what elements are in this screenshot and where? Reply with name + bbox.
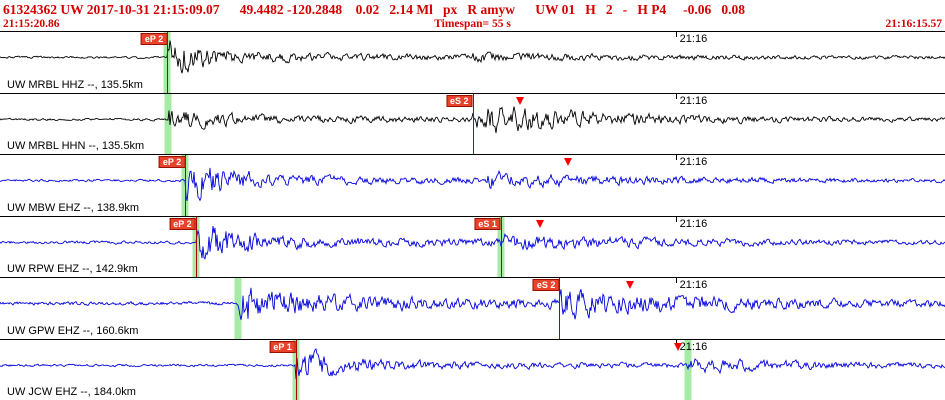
theoretical-arrival-marker[interactable] bbox=[515, 96, 524, 105]
station-label: UW MRBL HHZ --, 135.5km bbox=[7, 78, 143, 91]
pick-line bbox=[500, 216, 502, 277]
time-window-bar: 21:15:20.86 Timespan= 55 s 21:16:15.57 bbox=[0, 18, 945, 31]
station-label: UW RPW EHZ --, 142.9km bbox=[7, 263, 138, 275]
trace-row[interactable]: 21:16 UW MBW EHZ --, 138.9km eP 2 bbox=[0, 155, 945, 217]
time-label: 21:16 bbox=[679, 156, 708, 168]
pick-line bbox=[472, 93, 474, 154]
minute-tick bbox=[675, 32, 677, 37]
window-end-time: 21:16:15.57 bbox=[885, 18, 942, 30]
theoretical-arrival-marker[interactable] bbox=[626, 281, 635, 289]
phase-pick-flag[interactable]: eP 1 bbox=[269, 340, 296, 353]
pick-line bbox=[195, 216, 197, 277]
trace-row[interactable]: 21:16 UW MRBL HHN --, 135.5km eS 2 bbox=[0, 93, 945, 155]
time-label: 21:16 bbox=[679, 94, 708, 107]
theoretical-arrival-marker[interactable] bbox=[535, 219, 544, 228]
time-label: 21:16 bbox=[679, 217, 708, 230]
station-label: UW MBW EHZ --, 138.9km bbox=[7, 201, 140, 214]
minute-tick bbox=[675, 278, 677, 283]
window-start-time: 21:15:20.86 bbox=[3, 18, 60, 30]
timespan-label: Timespan= 55 s bbox=[434, 18, 511, 30]
event-header: 61324362 UW 2017-10-31 21:15:09.07 49.44… bbox=[3, 2, 745, 17]
trace-area: 21:16 UW MRBL HHZ --, 135.5km eP 2 21:16… bbox=[0, 31, 945, 400]
time-label: 21:16 bbox=[679, 340, 708, 353]
pick-line bbox=[167, 32, 169, 93]
trace-row[interactable]: 21:16 UW JCW EHZ --, 184.0km eP 1 bbox=[0, 339, 945, 400]
pick-highlight-band bbox=[684, 339, 692, 400]
phase-pick-flag[interactable]: eP 2 bbox=[158, 156, 186, 168]
minute-tick bbox=[675, 216, 677, 222]
pick-line bbox=[559, 278, 561, 339]
minute-tick bbox=[675, 155, 677, 160]
time-label: 21:16 bbox=[679, 33, 708, 45]
minute-tick bbox=[675, 339, 677, 345]
phase-pick-flag[interactable]: eS 2 bbox=[532, 279, 560, 291]
station-label: UW GPW EHZ --, 160.6km bbox=[7, 324, 139, 337]
station-label: UW JCW EHZ --, 184.0km bbox=[7, 386, 136, 398]
pick-highlight-band bbox=[234, 278, 242, 339]
phase-pick-flag[interactable]: eS 1 bbox=[474, 217, 501, 230]
pick-line bbox=[185, 155, 187, 216]
waveform-trace[interactable] bbox=[0, 340, 945, 400]
waveform-trace[interactable] bbox=[0, 278, 945, 339]
time-label: 21:16 bbox=[679, 279, 708, 291]
trace-row[interactable]: 21:16 UW RPW EHZ --, 142.9km eP 2 eS 1 bbox=[0, 216, 945, 278]
theoretical-arrival-marker[interactable] bbox=[673, 342, 682, 351]
trace-row[interactable]: 21:16 UW GPW EHZ --, 160.6km eS 2 bbox=[0, 278, 945, 340]
phase-pick-flag[interactable]: eS 2 bbox=[445, 94, 473, 107]
station-label: UW MRBL HHN --, 135.5km bbox=[7, 140, 145, 152]
waveform-trace[interactable] bbox=[0, 155, 945, 216]
phase-pick-flag[interactable]: eP 2 bbox=[169, 217, 196, 230]
waveform-trace[interactable] bbox=[0, 32, 945, 93]
trace-row[interactable]: 21:16 UW MRBL HHZ --, 135.5km eP 2 bbox=[0, 32, 945, 94]
minute-tick bbox=[675, 93, 677, 99]
waveform-trace[interactable] bbox=[0, 217, 945, 278]
pick-line bbox=[295, 339, 297, 400]
pick-highlight-band bbox=[164, 93, 172, 154]
theoretical-arrival-marker[interactable] bbox=[563, 158, 572, 166]
phase-pick-flag[interactable]: eP 2 bbox=[140, 33, 168, 45]
